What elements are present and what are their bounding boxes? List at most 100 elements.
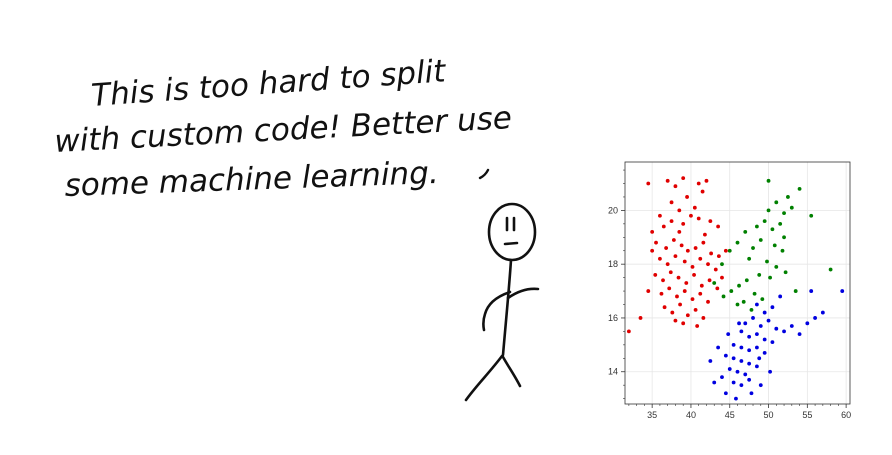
chart-frame	[624, 161, 851, 405]
data-point	[707, 278, 712, 283]
data-point	[840, 289, 845, 293]
data-point	[684, 281, 689, 285]
data-point	[671, 238, 676, 242]
data-point	[695, 324, 700, 328]
pen-mark	[478, 168, 490, 180]
data-point	[747, 348, 752, 353]
caption-line-3: some machine learning.	[64, 155, 439, 204]
data-point	[757, 356, 762, 361]
data-point	[693, 307, 698, 312]
data-point	[809, 289, 814, 293]
data-point	[789, 205, 794, 210]
stick-figure-body	[501, 258, 513, 357]
data-point	[768, 275, 772, 280]
data-point	[754, 224, 759, 229]
data-point	[778, 221, 783, 226]
data-point	[774, 326, 779, 331]
data-point	[747, 256, 752, 261]
data-point	[820, 310, 825, 315]
data-point	[708, 359, 713, 363]
data-point	[682, 259, 687, 264]
stick-figure-mouth	[503, 241, 519, 246]
data-point	[676, 275, 681, 280]
data-point	[665, 178, 670, 183]
data-point	[778, 294, 783, 299]
x-tick-label: 55	[802, 410, 812, 420]
data-point	[699, 283, 704, 288]
y-tick-label: 16	[608, 313, 618, 323]
data-point	[743, 372, 748, 377]
data-point	[720, 275, 724, 280]
data-point	[772, 243, 777, 248]
data-point	[646, 289, 651, 293]
data-point	[678, 302, 682, 307]
series-1	[626, 176, 728, 334]
data-point	[662, 305, 667, 310]
stick-figure-head	[487, 202, 537, 262]
data-point	[749, 391, 754, 396]
x-tick-label: 40	[686, 410, 696, 420]
data-point	[782, 329, 786, 334]
data-point	[758, 238, 763, 242]
data-point	[760, 297, 765, 302]
data-point	[716, 345, 721, 350]
data-point	[735, 302, 740, 307]
data-point	[675, 294, 679, 299]
data-point	[726, 332, 731, 336]
data-point	[739, 359, 744, 363]
data-point	[747, 377, 752, 382]
data-point	[770, 340, 775, 345]
data-point	[704, 178, 709, 183]
data-point	[685, 313, 690, 318]
x-tick-label: 45	[725, 410, 735, 420]
data-point	[780, 248, 785, 253]
data-point	[727, 367, 732, 371]
data-point	[723, 353, 728, 358]
data-point	[690, 264, 695, 269]
data-point	[735, 240, 740, 245]
data-point	[667, 286, 672, 291]
y-tick-label: 20	[608, 205, 618, 215]
data-point	[723, 391, 728, 396]
data-point	[664, 246, 669, 250]
data-point	[765, 259, 769, 264]
data-point	[709, 251, 714, 256]
data-point	[739, 383, 744, 388]
caption-line-1: This is too hard to split	[90, 53, 448, 114]
data-point	[743, 321, 748, 326]
data-point	[751, 246, 755, 250]
data-point	[762, 337, 767, 342]
data-point	[734, 396, 738, 401]
data-point	[669, 219, 674, 224]
data-point	[766, 318, 771, 323]
data-point	[758, 324, 763, 328]
y-tick-label: 14	[608, 367, 618, 377]
data-point	[762, 351, 767, 355]
data-point	[693, 246, 698, 250]
data-point	[793, 289, 798, 293]
data-point	[747, 361, 752, 366]
data-point	[786, 195, 790, 199]
data-point	[673, 318, 678, 323]
data-point	[703, 232, 707, 237]
data-point	[700, 189, 705, 194]
data-point	[658, 256, 662, 261]
stick-figure-leg-left	[464, 354, 504, 402]
data-point	[701, 316, 706, 320]
data-point	[743, 230, 748, 234]
data-point	[774, 200, 779, 205]
chart-grid	[625, 162, 850, 404]
data-point	[797, 332, 802, 336]
data-point	[701, 240, 706, 245]
data-point	[783, 270, 788, 275]
data-point	[638, 316, 643, 320]
stick-figure-arm-left	[482, 290, 512, 332]
data-point	[668, 270, 673, 275]
data-point	[677, 208, 682, 213]
data-point	[766, 208, 771, 213]
data-point	[650, 230, 655, 234]
series-3	[708, 289, 845, 401]
data-point	[689, 213, 693, 218]
data-point	[731, 356, 736, 361]
